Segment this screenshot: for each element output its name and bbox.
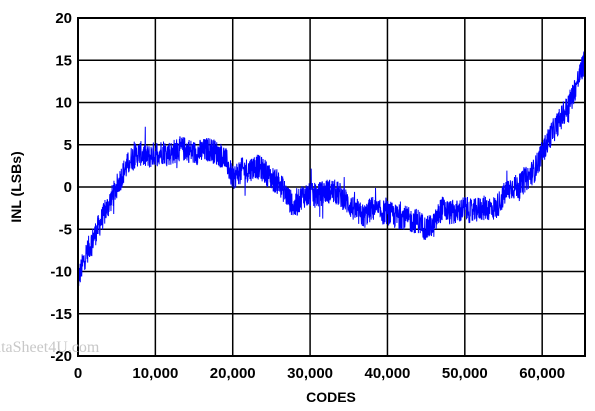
- y-tick-label: 0: [64, 179, 72, 196]
- x-tick-label: 30,000: [287, 365, 333, 382]
- y-tick-labels: -20 -15 -10 -5 0 5 10 15 20: [50, 10, 72, 365]
- series-inl-line: [77, 51, 586, 286]
- y-tick-label: -15: [50, 306, 72, 323]
- plot-frame: [77, 17, 586, 357]
- y-tick-label: -5: [59, 221, 72, 238]
- watermark-text: ataSheet4U.com: [0, 339, 100, 356]
- x-tick-label: 50,000: [442, 365, 488, 382]
- y-axis-title: INL (LSBs): [8, 151, 24, 222]
- x-tick-labels: 0 10,000 20,000 30,000 40,000 50,000 60,000: [74, 365, 565, 382]
- x-tick-label: 20,000: [210, 365, 256, 382]
- x-tick-label: 60,000: [519, 365, 565, 382]
- x-tick-label: 40,000: [365, 365, 411, 382]
- y-tick-label: 5: [64, 137, 72, 154]
- y-tick-label: -20: [50, 348, 72, 365]
- x-tick-label: 10,000: [132, 365, 178, 382]
- y-tick-label: 20: [55, 10, 72, 27]
- y-tick-label: -10: [50, 264, 72, 281]
- x-tick-label: 0: [74, 365, 82, 382]
- y-tick-label: 10: [55, 95, 72, 112]
- x-axis-title: CODES: [306, 389, 356, 405]
- y-tick-label: 15: [55, 52, 72, 69]
